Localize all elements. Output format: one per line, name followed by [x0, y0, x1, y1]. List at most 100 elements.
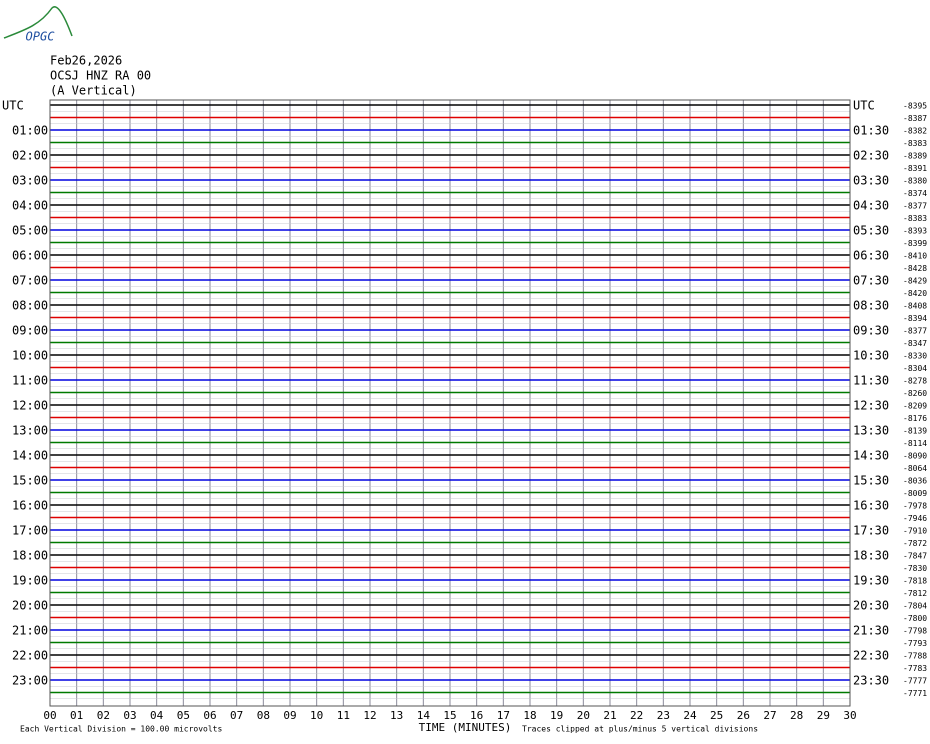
right-time-label: 15:30: [853, 474, 889, 488]
left-time-label: 01:00: [12, 124, 48, 138]
x-tick-label: 28: [790, 709, 803, 722]
trace-offset: -8260: [903, 389, 927, 398]
x-tick-label: 17: [497, 709, 510, 722]
x-tick-label: 05: [177, 709, 190, 722]
trace-offset: -7946: [903, 514, 927, 523]
left-time-label: 08:00: [12, 299, 48, 313]
right-time-label: 22:30: [853, 649, 889, 663]
x-tick-label: 04: [150, 709, 164, 722]
right-time-label: 11:30: [853, 374, 889, 388]
right-time-label: 18:30: [853, 549, 889, 563]
trace-offset: -8064: [903, 464, 927, 473]
x-tick-label: 08: [257, 709, 270, 722]
trace-offset: -8347: [903, 339, 927, 348]
x-tick-label: 14: [417, 709, 431, 722]
trace-offset: -8391: [903, 164, 927, 173]
right-time-label: 09:30: [853, 324, 889, 338]
x-tick-label: 23: [657, 709, 670, 722]
trace-offset: -8395: [903, 102, 927, 111]
x-tick-label: 18: [523, 709, 536, 722]
left-time-label: 02:00: [12, 149, 48, 163]
right-time-label: 03:30: [853, 174, 889, 188]
right-time-label: 12:30: [853, 399, 889, 413]
right-time-label: 10:30: [853, 349, 889, 363]
right-time-label: 20:30: [853, 599, 889, 613]
clip-note: Traces clipped at plus/minus 5 vertical …: [522, 725, 758, 734]
right-time-label: 19:30: [853, 574, 889, 588]
trace-offset: -7783: [903, 664, 927, 673]
trace-offset: -7910: [903, 527, 927, 536]
x-tick-label: 02: [97, 709, 110, 722]
left-time-label: 06:00: [12, 249, 48, 263]
x-tick-label: 21: [603, 709, 616, 722]
trace-offset: -7847: [903, 552, 927, 561]
x-tick-label: 03: [123, 709, 136, 722]
trace-offset: -7798: [903, 627, 927, 636]
logo-curve: [3, 6, 73, 39]
scale-note: Each Vertical Division = 100.00 microvol…: [20, 725, 222, 734]
left-time-label: 19:00: [12, 574, 48, 588]
left-time-label: 07:00: [12, 274, 48, 288]
x-tick-label: 24: [683, 709, 697, 722]
component: (A Vertical): [50, 84, 137, 98]
trace-offset: -8304: [903, 364, 927, 373]
trace-offset: -7788: [903, 652, 927, 661]
left-time-label: 14:00: [12, 449, 48, 463]
trace-offset: -8114: [903, 439, 927, 448]
left-time-label: 22:00: [12, 649, 48, 663]
plot-frame: [49, 99, 851, 707]
trace-offset: -8393: [903, 227, 927, 236]
trace-offset: -8090: [903, 452, 927, 461]
trace-offset: -7812: [903, 589, 927, 598]
x-tick-label: 11: [337, 709, 350, 722]
right-time-label: 13:30: [853, 424, 889, 438]
x-tick-label: 25: [710, 709, 723, 722]
trace-offset: -7800: [903, 614, 927, 623]
trace-offset: -7804: [903, 602, 927, 611]
trace-offset: -7771: [903, 689, 927, 698]
right-time-label: 16:30: [853, 499, 889, 513]
right-time-label: 05:30: [853, 224, 889, 238]
trace-offset: -8377: [903, 327, 927, 336]
x-tick-label: 07: [230, 709, 243, 722]
trace-offset: -8139: [903, 427, 927, 436]
left-time-label: UTC: [2, 99, 24, 113]
right-time-label: 06:30: [853, 249, 889, 263]
left-time-label: 16:00: [12, 499, 48, 513]
logo-text: OPGC: [26, 30, 56, 44]
x-tick-label: 26: [737, 709, 750, 722]
trace-offset: -8176: [903, 414, 927, 423]
trace-offset: -7793: [903, 639, 927, 648]
x-tick-label: 12: [363, 709, 376, 722]
left-time-label: 03:00: [12, 174, 48, 188]
trace-offset: -8380: [903, 177, 927, 186]
x-tick-label: 29: [817, 709, 830, 722]
left-time-label: 23:00: [12, 674, 48, 688]
left-time-label: 17:00: [12, 524, 48, 538]
left-time-label: 11:00: [12, 374, 48, 388]
right-time-label: 02:30: [853, 149, 889, 163]
right-time-label: 21:30: [853, 624, 889, 638]
left-time-label: 20:00: [12, 599, 48, 613]
trace-offset: -8389: [903, 152, 927, 161]
trace-offset: -8399: [903, 239, 927, 248]
x-tick-label: 16: [470, 709, 483, 722]
trace-offset: -8382: [903, 127, 927, 136]
trace-offset: -8330: [903, 352, 927, 361]
trace-offset: -8387: [903, 114, 927, 123]
right-time-label: 14:30: [853, 449, 889, 463]
trace-offset: -8036: [903, 477, 927, 486]
trace-offset: -8408: [903, 302, 927, 311]
right-time-label: 17:30: [853, 524, 889, 538]
trace-offset: -7818: [903, 577, 927, 586]
trace-offset: -8394: [903, 314, 927, 323]
left-time-label: 18:00: [12, 549, 48, 563]
left-time-label: 05:00: [12, 224, 48, 238]
right-time-label: 01:30: [853, 124, 889, 138]
x-tick-label: 01: [70, 709, 83, 722]
station: OCSJ HNZ RA 00: [50, 69, 151, 83]
date: Feb26,2026: [50, 54, 122, 68]
left-time-label: 04:00: [12, 199, 48, 213]
trace-offset: -8429: [903, 277, 927, 286]
trace-offset: -7978: [903, 502, 927, 511]
